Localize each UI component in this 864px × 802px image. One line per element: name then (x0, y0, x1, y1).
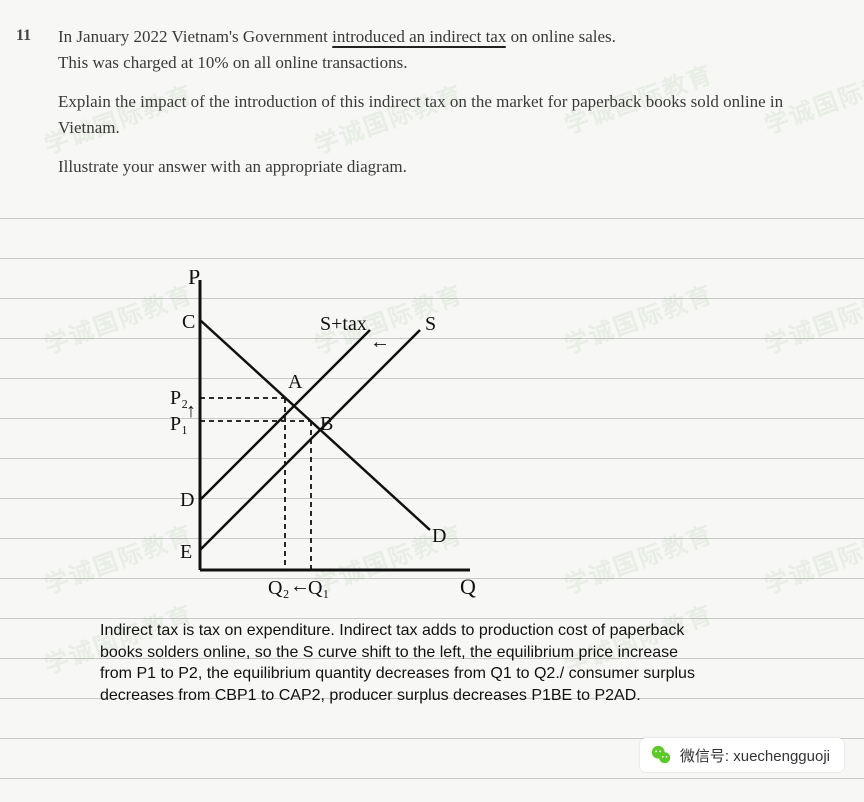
x-axis-label: Q (460, 574, 476, 599)
y-axis-label: P (188, 270, 200, 289)
q-line2: This was charged at 10% on all online tr… (58, 53, 408, 72)
stax-arrow: ← (370, 331, 390, 353)
point-B: B (320, 413, 333, 435)
question-para2: Explain the impact of the introduction o… (40, 89, 824, 140)
q-line1-underlined: introduced an indirect tax (332, 27, 506, 46)
wechat-footer: 微信号: xuechengguoji (640, 738, 844, 772)
demand-curve (200, 320, 430, 530)
label-S: S (425, 313, 436, 335)
label-E: E (180, 541, 192, 563)
supply-demand-diagram: P Q C D E S D S+tax ← A B (140, 270, 500, 610)
question-para3: Illustrate your answer with an appropria… (40, 154, 824, 180)
label-D-axis: D (180, 489, 194, 511)
label-D-curve: D (432, 525, 446, 547)
page-root: 学诚国际教育学诚国际教育学诚国际教育学诚国际教育学诚国际教育学诚国际教育学诚国际… (0, 0, 864, 802)
point-A: A (288, 371, 303, 393)
label-Q2: Q₂ (268, 577, 289, 599)
wechat-label: 微信号: xuechengguoji (680, 745, 830, 766)
diagram-svg: P Q C D E S D S+tax ← A B (140, 270, 500, 610)
question-block: 11 In January 2022 Vietnam's Government … (0, 0, 864, 204)
q-line1-pre: In January 2022 Vietnam's Government (58, 27, 332, 46)
question-number: 11 (16, 24, 31, 48)
label-Stax: S+tax (320, 313, 367, 335)
question-line1: In January 2022 Vietnam's Government int… (40, 24, 824, 75)
q-line1-post: on online sales. (506, 27, 616, 46)
p-arrow-up: ↑ (186, 400, 196, 422)
label-Q1: Q₁ (308, 577, 329, 599)
q-arrow-left: ← (290, 575, 310, 597)
answer-text: Indirect tax is tax on expenditure. Indi… (100, 620, 700, 706)
wechat-icon (650, 744, 672, 766)
label-C: C (182, 311, 195, 333)
supply-curve (200, 330, 420, 550)
